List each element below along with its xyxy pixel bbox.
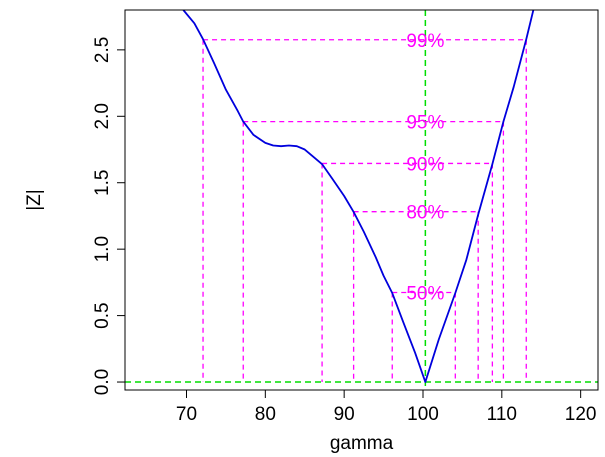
x-axis: 70 80 90 100 110 120 bbox=[176, 390, 597, 425]
y-tick-label-3: 1.5 bbox=[92, 170, 113, 196]
x-tick-label-4: 110 bbox=[487, 404, 517, 425]
y-tick-label-4: 2.0 bbox=[92, 103, 113, 129]
series-line-0 bbox=[182, 10, 535, 383]
level-label-4: 50% bbox=[406, 283, 444, 304]
y-tick-label-5: 2.5 bbox=[92, 37, 113, 63]
y-tick-label-1: 0.5 bbox=[92, 302, 113, 328]
x-tick-label-3: 100 bbox=[407, 404, 439, 425]
curve-layer bbox=[182, 10, 535, 383]
x-axis-title: gamma bbox=[330, 433, 394, 454]
x-tick-label-0: 70 bbox=[176, 404, 197, 425]
x-tick-label-1: 80 bbox=[255, 404, 276, 425]
x-tick-label-2: 90 bbox=[334, 404, 355, 425]
y-axis: 0.0 0.5 1.0 1.5 2.0 2.5 bbox=[92, 37, 125, 395]
level-label-0: 99% bbox=[406, 31, 444, 52]
x-tick-label-5: 120 bbox=[565, 404, 597, 425]
reference-lines bbox=[125, 10, 598, 390]
level-label-2: 90% bbox=[406, 154, 444, 175]
plot-frame bbox=[124, 9, 599, 391]
level-label-1: 95% bbox=[406, 113, 444, 134]
level-label-3: 80% bbox=[406, 203, 444, 224]
confidence-levels bbox=[202, 39, 527, 383]
y-axis-title: |Z| bbox=[24, 189, 45, 210]
y-tick-label-2: 1.0 bbox=[92, 236, 113, 262]
level-labels: 99% 95% 90% 80% 50% bbox=[406, 31, 444, 305]
y-tick-label-0: 0.0 bbox=[92, 369, 113, 395]
